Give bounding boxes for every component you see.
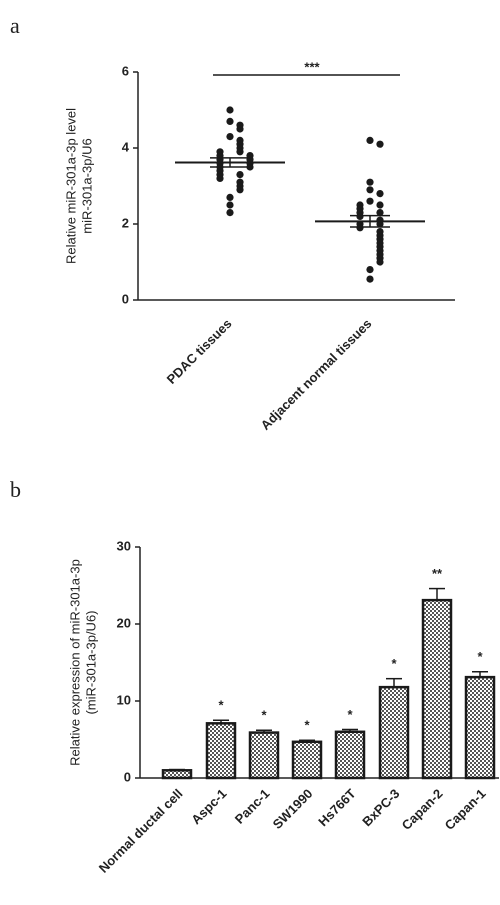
- data-point: [366, 197, 374, 205]
- x-tick-label: Capan-2: [399, 786, 446, 833]
- significance-label: *: [347, 707, 353, 722]
- data-point: [226, 193, 234, 201]
- bar: [421, 598, 453, 780]
- data-point: [216, 174, 224, 182]
- x-tick-label: Hs766T: [315, 786, 358, 829]
- y-tick-label: 10: [117, 692, 131, 707]
- bar: [378, 685, 410, 780]
- y-axis-label: Relative miR-301a-3p level: [63, 108, 78, 264]
- y-tick-label: 30: [117, 538, 131, 553]
- data-point: [366, 178, 374, 186]
- data-point: [226, 201, 234, 209]
- significance-label: *: [218, 698, 224, 713]
- x-tick-label: Aspc-1: [188, 786, 229, 827]
- data-point: [376, 201, 384, 209]
- significance-label: *: [391, 656, 397, 671]
- bar: [291, 740, 323, 780]
- x-tick-label: Normal ductal cell: [96, 786, 186, 876]
- significance-label: **: [432, 566, 443, 581]
- panel-label: b: [10, 477, 21, 502]
- data-point: [376, 140, 384, 148]
- y-tick-label: 0: [124, 769, 131, 784]
- bar: [161, 769, 193, 780]
- data-point: [366, 275, 374, 283]
- data-point: [366, 136, 374, 144]
- bar: [205, 722, 237, 780]
- x-tick-label: SW1990: [270, 786, 316, 832]
- data-point: [356, 224, 364, 232]
- y-tick-label: 0: [122, 291, 129, 306]
- data-point: [376, 209, 384, 217]
- data-point: [366, 186, 374, 194]
- panel-label: a: [10, 13, 20, 38]
- data-point: [236, 171, 244, 179]
- x-tick-label: BxPC-3: [359, 786, 402, 829]
- x-tick-label: Capan-1: [442, 786, 489, 833]
- data-point: [236, 148, 244, 156]
- bar: [334, 730, 366, 780]
- data-point: [226, 106, 234, 114]
- data-point: [376, 190, 384, 198]
- data-point: [376, 258, 384, 266]
- significance-label: *: [261, 708, 267, 723]
- significance-label: *: [477, 649, 483, 664]
- y-tick-label: 4: [122, 139, 130, 154]
- bar: [248, 731, 280, 780]
- significance-label: *: [304, 718, 310, 733]
- data-point: [236, 125, 244, 133]
- y-axis-label: (miR-301a-3p/U6): [83, 610, 98, 714]
- significance-label: ***: [304, 59, 320, 74]
- x-tick-label: Panc-1: [232, 786, 273, 827]
- data-point: [236, 186, 244, 194]
- data-point: [356, 212, 364, 220]
- y-axis-label: miR-301a-3p/U6: [79, 138, 94, 233]
- x-tick-label: PDAC tissues: [164, 316, 235, 387]
- data-point: [366, 266, 374, 274]
- y-tick-label: 6: [122, 63, 129, 78]
- data-point: [226, 117, 234, 125]
- y-tick-label: 20: [117, 615, 131, 630]
- y-axis-label: Relative expression of miR-301a-3p: [67, 559, 82, 766]
- bar: [464, 675, 496, 780]
- data-point: [226, 133, 234, 141]
- y-tick-label: 2: [122, 215, 129, 230]
- x-tick-label: Adjacent normal tissues: [258, 316, 375, 433]
- data-point: [226, 209, 234, 217]
